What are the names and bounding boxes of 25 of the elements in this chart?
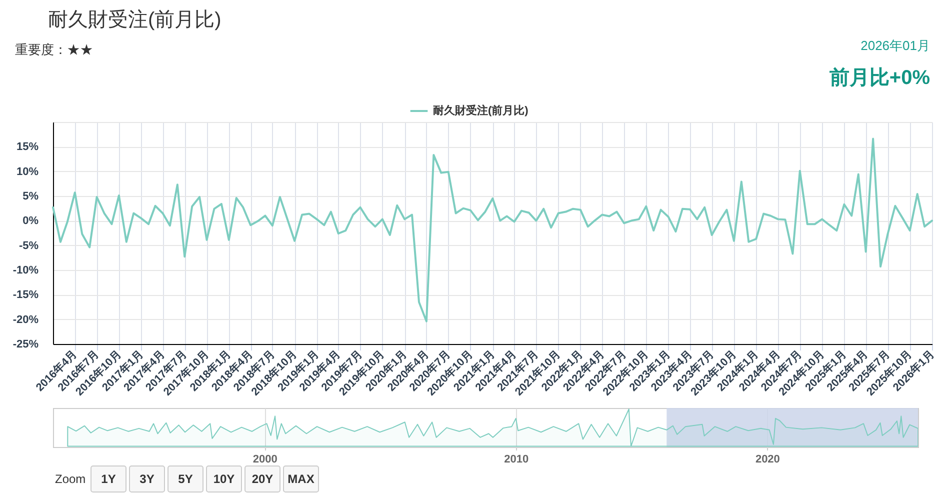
y-tick-label: -10%: [12, 264, 39, 276]
x-tick-label: 2010: [504, 454, 529, 466]
y-tick-label: 10%: [16, 166, 39, 178]
chart-title: 耐久財受注(前月比): [48, 9, 222, 31]
x-tick-label: 2000: [252, 454, 278, 466]
y-tick-label: 15%: [16, 141, 39, 154]
y-tick-label: 5%: [22, 190, 39, 202]
y-tick-label: -15%: [12, 289, 39, 302]
text: Zoom: [55, 472, 86, 486]
text: 20Y: [252, 472, 274, 486]
text: 前月比+0%: [828, 67, 930, 89]
y-tick-label: 0%: [22, 215, 39, 228]
x-tick-label: 2020: [755, 454, 780, 466]
y-tick-label: -20%: [12, 314, 39, 326]
y-tick-label: -5%: [18, 240, 39, 252]
text: 1Y: [101, 472, 116, 486]
legend-label: 耐久財受注(前月比): [433, 104, 529, 117]
chart-subtitle: 重要度：★★: [15, 42, 93, 57]
text: 2026年01月: [860, 38, 930, 53]
text: 5Y: [178, 472, 193, 486]
y-tick-label: -25%: [12, 338, 39, 350]
text: 10Y: [213, 472, 235, 486]
text: MAX: [288, 472, 314, 486]
text: 3Y: [140, 472, 154, 486]
line-series: [52, 138, 933, 322]
